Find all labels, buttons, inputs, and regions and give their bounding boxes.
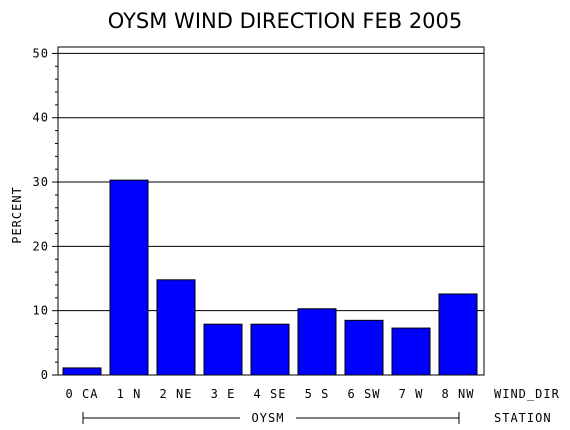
bar-0-ca bbox=[62, 367, 102, 376]
x-tick-label: 1 N bbox=[117, 387, 142, 401]
plot-frame bbox=[57, 46, 485, 376]
station-axis-label: STATION bbox=[494, 411, 552, 425]
station-group-bracket: OYSM bbox=[82, 411, 460, 425]
bar-7-w bbox=[391, 327, 431, 376]
y-axis-label: PERCENT bbox=[10, 186, 24, 244]
bar-1-n bbox=[109, 179, 149, 376]
chart-title: OYSM WIND DIRECTION FEB 2005 bbox=[108, 9, 463, 33]
bar-6-sw bbox=[344, 319, 384, 376]
bars bbox=[62, 179, 478, 376]
x-tick-label: 4 SE bbox=[254, 387, 287, 401]
x-tick-label: 3 E bbox=[211, 387, 236, 401]
y-axis-ticks: 0 10 20 30 40 50 bbox=[33, 46, 58, 382]
x-tick-label: 8 NW bbox=[442, 387, 475, 401]
bar-2-ne bbox=[156, 279, 196, 376]
bar-8-nw bbox=[438, 293, 478, 376]
y-tick-label: 20 bbox=[33, 239, 49, 253]
x-axis-label: WIND_DIR bbox=[494, 387, 560, 401]
bar-3-e bbox=[203, 323, 243, 376]
y-tick-label: 0 bbox=[41, 368, 49, 382]
bar-5-s bbox=[297, 308, 337, 376]
bar-4-se bbox=[250, 323, 290, 376]
y-tick-label: 10 bbox=[33, 304, 49, 318]
x-tick-label: 7 W bbox=[399, 387, 424, 401]
y-tick-label: 50 bbox=[33, 46, 49, 60]
x-tick-label: 6 SW bbox=[348, 387, 381, 401]
x-tick-label: 5 S bbox=[305, 387, 330, 401]
x-tick-label: 0 CA bbox=[66, 387, 99, 401]
station-group-label: OYSM bbox=[252, 411, 285, 425]
x-axis-labels: 0 CA 1 N 2 NE 3 E 4 SE 5 S 6 SW 7 W 8 NW bbox=[66, 387, 475, 401]
x-tick-label: 2 NE bbox=[160, 387, 193, 401]
y-tick-label: 30 bbox=[33, 175, 49, 189]
y-tick-label: 40 bbox=[33, 111, 49, 125]
